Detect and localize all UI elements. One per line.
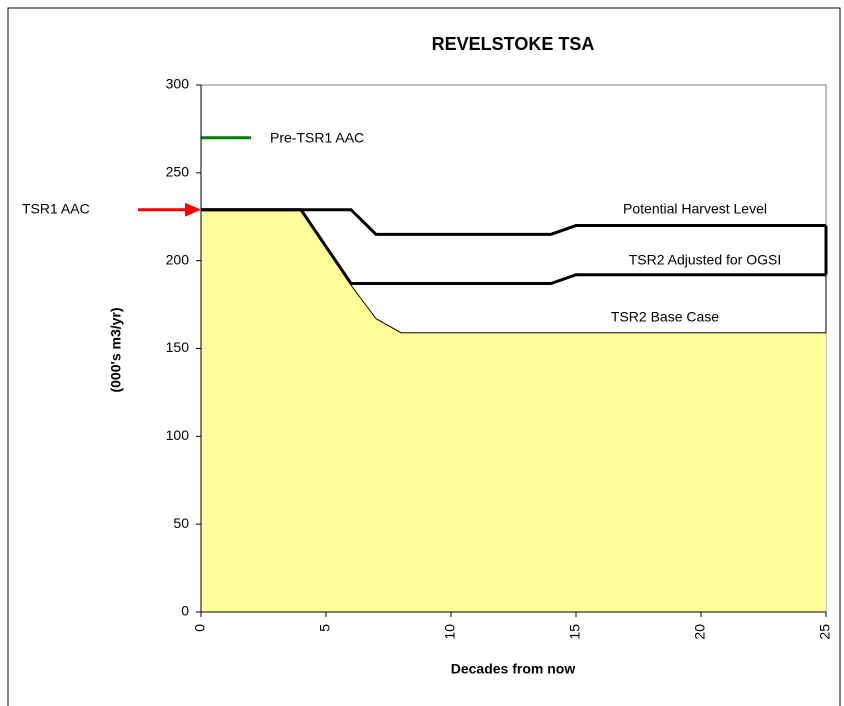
x-tick-label: 0 <box>192 624 208 632</box>
frame <box>7 7 841 706</box>
y-tick-label: 100 <box>166 427 190 443</box>
y-tick-label: 50 <box>173 515 189 531</box>
x-tick-label: 15 <box>567 624 583 640</box>
marker-label: TSR1 AAC <box>22 200 90 216</box>
area <box>201 209 826 612</box>
y-tick-label: 200 <box>166 251 190 267</box>
chart-title: REVELSTOKE TSA <box>432 34 595 54</box>
x-tick-label: 10 <box>442 624 458 640</box>
series-label: Potential Harvest Level <box>623 201 767 217</box>
marker-arrow-head <box>185 202 201 217</box>
x-tick-label: 5 <box>317 624 333 632</box>
y-tick-label: 0 <box>181 603 189 619</box>
y-tick-label: 250 <box>166 164 190 180</box>
y-tick-label: 150 <box>166 339 190 355</box>
x-axis-title: Decades from now <box>451 661 576 677</box>
x-tick-label: 25 <box>817 624 833 640</box>
y-axis-title: (000's m3/yr) <box>108 307 124 392</box>
y-tick-label: 300 <box>166 76 190 92</box>
x-tick-label: 20 <box>692 624 708 640</box>
line <box>201 208 826 236</box>
series-label: TSR2 Base Case <box>611 309 719 325</box>
series-label: Pre-TSR1 AAC <box>270 130 364 146</box>
series-label: TSR2 Adjusted for OGSI <box>629 252 782 268</box>
